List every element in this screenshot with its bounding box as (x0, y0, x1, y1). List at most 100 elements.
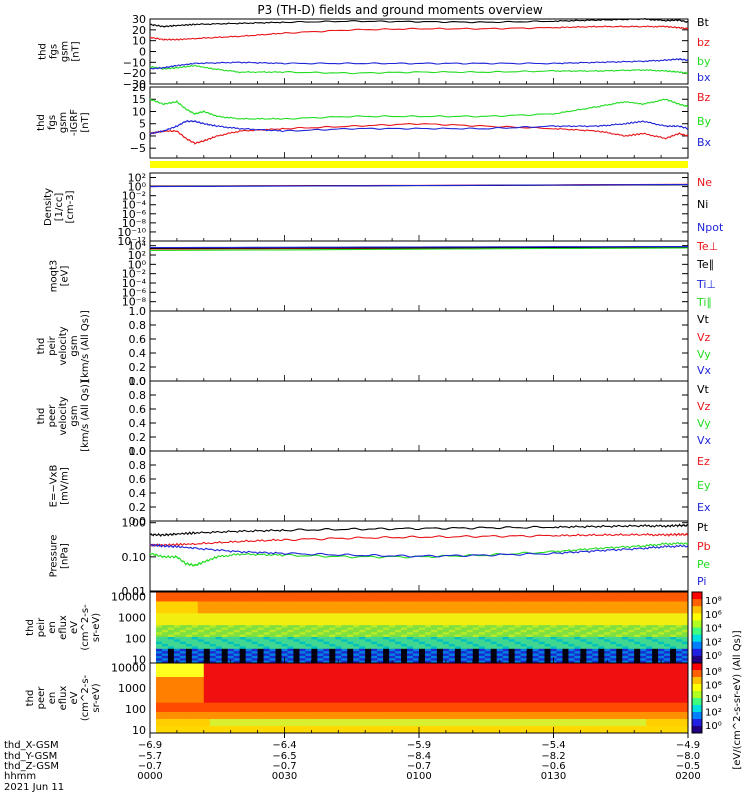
heatmap-cell (472, 613, 480, 617)
heatmap-cell (395, 625, 402, 628)
heatmap-cell (293, 700, 300, 704)
y-axis-label: (cm^2-s- (80, 604, 91, 651)
heatmap-cell (215, 594, 223, 598)
heatmap-cell (538, 596, 545, 600)
heatmap-cell (191, 606, 199, 609)
heatmap-cell (652, 646, 659, 650)
heatmap-cell (299, 625, 306, 628)
heatmap-cell (395, 695, 402, 699)
heatmap-cell (257, 648, 264, 652)
heatmap-cell (173, 634, 181, 638)
heatmap-cell (520, 691, 527, 694)
heatmap-cell (287, 620, 294, 624)
heatmap-cell (191, 629, 199, 633)
heatmap-cell (305, 702, 312, 706)
heatmap-cell (233, 665, 241, 669)
heatmap-cell (197, 728, 205, 732)
heatmap-cell (359, 651, 366, 654)
heatmap-cell (293, 665, 300, 669)
heatmap-cell (215, 681, 223, 685)
heatmap-cell (203, 622, 211, 626)
heatmap-cell (293, 601, 300, 605)
heatmap-cell (341, 688, 348, 692)
heatmap-cell (460, 674, 468, 678)
heatmap-cell (413, 663, 420, 666)
heatmap-cell (466, 721, 474, 725)
heatmap-cell (227, 674, 235, 678)
heatmap-cell (323, 684, 330, 687)
heatmap-cell (221, 667, 229, 671)
heatmap-cell (490, 723, 498, 727)
heatmap-cell (598, 629, 605, 633)
heatmap-cell (383, 679, 390, 683)
heatmap-cell (359, 632, 366, 635)
heatmap-cell (407, 596, 414, 600)
heatmap-cell (424, 716, 432, 720)
heatmap-cell (556, 594, 563, 598)
heatmap-cell (580, 648, 587, 652)
heatmap-cell (209, 702, 217, 706)
heatmap-cell (472, 695, 480, 699)
heatmap-cell (496, 639, 504, 643)
heatmap-cell (167, 608, 175, 612)
heatmap-cell (514, 686, 522, 690)
heatmap-cell (424, 712, 432, 715)
heatmap-cell (287, 686, 294, 690)
heatmap-cell (150, 719, 157, 722)
heatmap-cell (323, 627, 330, 631)
heatmap-cell (460, 651, 468, 654)
heatmap-cell (293, 594, 300, 598)
heatmap-cell (514, 632, 522, 635)
heatmap-cell (341, 714, 348, 718)
heatmap-cell (245, 592, 253, 595)
heatmap-cell (604, 613, 611, 617)
heatmap-cell (628, 636, 635, 640)
heatmap-cell (526, 655, 533, 659)
heatmap-cell (227, 700, 235, 704)
heatmap-cell (287, 674, 294, 678)
heatmap-cell (490, 648, 498, 652)
heatmap-cell (448, 663, 456, 666)
heatmap-cell (562, 636, 569, 640)
heatmap-cell (155, 677, 163, 680)
heatmap-cell (335, 601, 342, 605)
heatmap-cell (359, 599, 366, 602)
heatmap-cell (508, 721, 516, 725)
heatmap-cell (472, 629, 480, 633)
heatmap-cell (460, 608, 468, 612)
heatmap-cell (215, 592, 223, 595)
heatmap-cell (413, 707, 420, 711)
heatmap-cell (419, 625, 426, 628)
heatmap-cell (502, 705, 510, 708)
heatmap-cell (173, 679, 181, 683)
heatmap-cell (365, 686, 372, 690)
heatmap-cell (466, 592, 474, 595)
heatmap-cell (478, 610, 486, 614)
heatmap-cell (532, 615, 539, 619)
heatmap-cell (389, 639, 396, 643)
heatmap-cell (317, 709, 324, 713)
heatmap-cell (622, 653, 629, 657)
heatmap-cell (502, 695, 510, 699)
heatmap-cell (568, 658, 575, 662)
heatmap-cell (251, 670, 258, 673)
heatmap-cell (598, 641, 605, 645)
heatmap-cell (634, 622, 641, 626)
heatmap-cell (293, 610, 300, 614)
heatmap-cell (353, 684, 360, 687)
heatmap-cell (532, 620, 539, 624)
heatmap-cell (383, 644, 390, 647)
heatmap-cell (658, 632, 665, 635)
heatmap-cell (269, 705, 276, 708)
heatmap-cell (215, 648, 223, 652)
heatmap-cell (424, 709, 432, 713)
heatmap-cell (604, 594, 611, 598)
heatmap-cell (448, 622, 456, 626)
heatmap-cell (221, 639, 229, 643)
heatmap-cell (622, 639, 629, 643)
heatmap-cell (442, 644, 450, 647)
heatmap-cell (520, 625, 527, 628)
heatmap-cell (436, 702, 444, 706)
heatmap-cell (442, 707, 450, 711)
heatmap-cell (233, 596, 241, 600)
